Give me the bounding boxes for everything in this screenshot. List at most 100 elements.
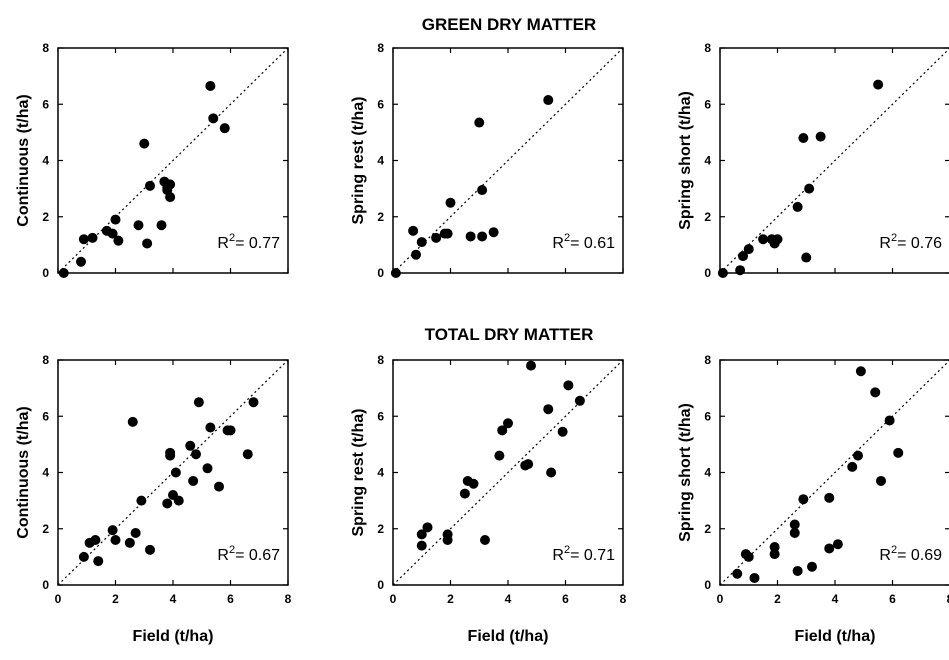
data-point (574, 395, 585, 406)
data-point (145, 180, 155, 191)
data-point (459, 488, 470, 499)
r-squared-label: R2= 0.77 (217, 232, 280, 252)
data-point (78, 234, 89, 245)
y-tick-label: 2 (377, 210, 384, 224)
r-squared-label: R2= 0.69 (879, 544, 942, 564)
data-point (543, 95, 554, 106)
x-axis-label: Field (t/ha) (795, 628, 876, 645)
data-point (815, 131, 826, 142)
data-point (789, 519, 800, 530)
data-point (468, 478, 479, 489)
data-point (488, 227, 499, 238)
data-point (113, 235, 124, 246)
x-tick-label: 4 (170, 592, 177, 606)
y-axis-label: Continuous (t/ha) (15, 406, 32, 538)
data-point (127, 416, 138, 427)
one-to-one-line (57, 47, 289, 274)
y-tick-label: 2 (42, 210, 49, 224)
data-point (165, 179, 176, 190)
data-point (743, 244, 754, 255)
data-point (743, 551, 754, 562)
section-title-total: TOTAL DRY MATTER (425, 325, 594, 344)
data-point (546, 467, 557, 478)
data-point (133, 220, 144, 231)
y-tick-label: 6 (42, 409, 49, 423)
x-tick-label: 2 (112, 592, 119, 606)
data-point (431, 232, 442, 243)
data-point (749, 572, 760, 583)
data-point (408, 225, 419, 236)
data-point (162, 498, 173, 509)
y-tick-label: 8 (377, 353, 384, 367)
data-point (477, 231, 488, 242)
y-tick-label: 6 (704, 97, 711, 111)
data-point (769, 549, 780, 560)
data-point (214, 481, 224, 492)
scatter-plot-2: 0 2 4 6 8 Spring rest (t/ha) R2= 0.61 (350, 41, 624, 280)
data-point (792, 201, 803, 212)
x-tick-label: 6 (227, 592, 234, 606)
data-point (824, 543, 835, 554)
data-point (870, 387, 881, 398)
x-tick-label: 6 (889, 592, 896, 606)
data-point (142, 238, 153, 249)
data-point (205, 422, 216, 433)
data-point (87, 232, 98, 243)
data-point (130, 527, 141, 538)
y-tick-label: 6 (704, 409, 711, 423)
data-point (772, 234, 783, 245)
data-point (442, 228, 453, 239)
data-point (411, 249, 421, 260)
data-point (156, 220, 167, 231)
data-point (445, 197, 456, 208)
one-to-one-line (719, 48, 949, 274)
data-point (543, 404, 554, 415)
data-point (58, 268, 69, 278)
x-axis-label: Field (t/ha) (133, 628, 214, 645)
y-tick-label: 4 (704, 154, 711, 168)
data-point (523, 459, 534, 470)
data-point (853, 450, 863, 461)
r-squared-label: R2= 0.67 (217, 544, 280, 564)
y-axis-label: Spring short (t/ha) (677, 91, 694, 230)
data-point (442, 535, 453, 545)
y-tick-label: 8 (42, 353, 49, 367)
x-tick-label: 0 (55, 592, 62, 606)
data-point (173, 495, 184, 506)
data-point (798, 133, 809, 143)
data-point (193, 397, 204, 408)
x-tick-label: 2 (774, 592, 781, 606)
data-point (832, 539, 843, 550)
section-title-green: GREEN DRY MATTER (422, 15, 596, 34)
data-point (758, 234, 769, 245)
data-point (170, 467, 181, 478)
scatter-plot-5: 00 2 2 4 4 6 6 8 8 Spring rest (t/ha) Field (t/ha)… (350, 353, 627, 645)
y-tick-label: 8 (377, 41, 384, 55)
data-point (107, 525, 118, 536)
data-point (494, 450, 505, 461)
y-tick-label: 0 (704, 578, 711, 592)
data-point (804, 183, 815, 194)
y-tick-label: 2 (42, 522, 49, 536)
y-axis-label: Continuous (t/ha) (15, 94, 32, 226)
y-tick-label: 6 (377, 97, 384, 111)
data-point (202, 463, 213, 474)
one-to-one-line (392, 359, 624, 586)
y-tick-label: 0 (377, 578, 384, 592)
data-point (876, 475, 886, 486)
data-point (474, 117, 485, 128)
data-point (93, 556, 104, 567)
data-point (219, 123, 230, 134)
y-tick-label: 4 (42, 154, 49, 168)
data-point (139, 138, 150, 149)
y-tick-label: 2 (704, 522, 711, 536)
y-tick-label: 0 (42, 578, 49, 592)
data-point (124, 537, 135, 548)
data-point (732, 568, 743, 579)
data-point (738, 251, 748, 262)
data-point (107, 228, 118, 239)
data-point (480, 535, 490, 545)
y-tick-label: 4 (42, 466, 49, 480)
y-tick-label: 4 (377, 154, 384, 168)
